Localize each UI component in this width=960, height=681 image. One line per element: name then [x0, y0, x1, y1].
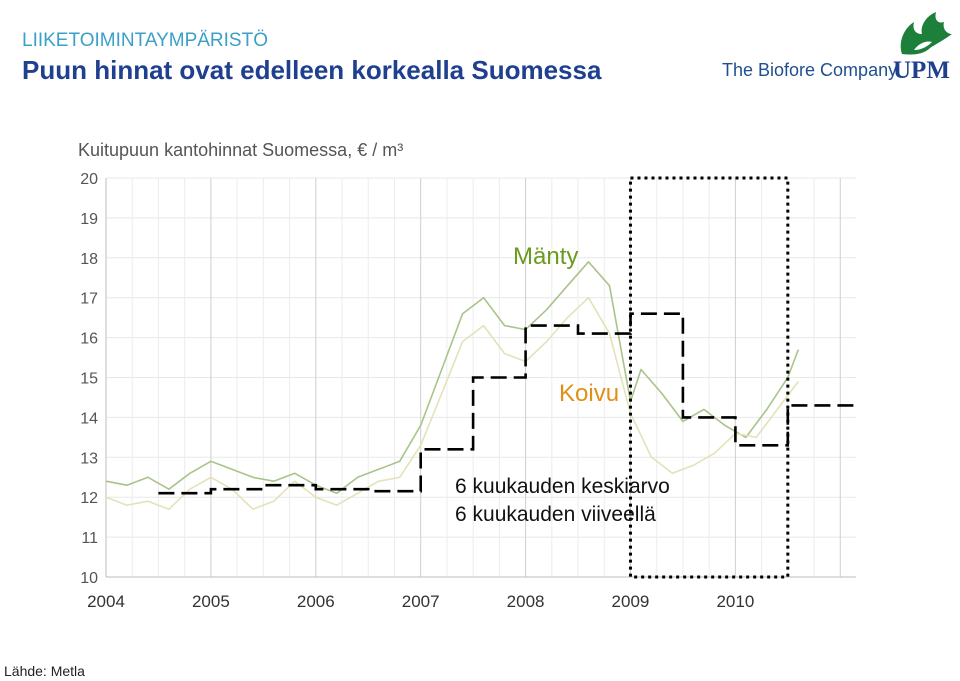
y-tick-label: 13 — [80, 450, 98, 467]
highlight-box — [628, 176, 790, 579]
x-tick-label: 2009 — [612, 592, 650, 611]
griffin-leaf — [914, 41, 932, 50]
y-tick-label: 15 — [80, 371, 98, 388]
x-tick-label: 2007 — [402, 592, 440, 611]
label-average-line2: 6 kuukauden viiveellä — [455, 503, 656, 526]
y-tick-label: 18 — [80, 251, 98, 268]
section-kicker: LIIKETOIMINTAYMPÄRISTÖ — [22, 30, 268, 51]
x-tick-label: 2005 — [192, 592, 230, 611]
y-tick-label: 16 — [80, 331, 98, 348]
label-average-line1: 6 kuukauden keskiarvo — [455, 475, 670, 498]
series-koivu — [105, 296, 799, 510]
upm-griffin-logo — [900, 12, 952, 55]
label-manty: Mänty — [513, 243, 578, 270]
company-tagline: The Biofore Company — [722, 60, 898, 80]
y-tick-label: 17 — [80, 291, 98, 308]
y-tick-label: 11 — [81, 530, 98, 547]
chart-title: Kuitupuun kantohinnat Suomessa, € / m³ — [78, 140, 404, 160]
x-tick-label: 2008 — [507, 592, 545, 611]
label-koivu: Koivu — [559, 380, 619, 407]
series-average-step — [158, 312, 856, 495]
page-title: Puun hinnat ovat edelleen korkealla Suom… — [22, 55, 602, 85]
upm-wordmark: UPM — [893, 57, 950, 84]
y-tick-label: 12 — [80, 490, 98, 507]
y-axis: 10 11 12 13 14 15 16 17 18 19 20 — [80, 171, 98, 587]
x-tick-label: 2006 — [297, 592, 335, 611]
x-tick-label: 2010 — [716, 592, 754, 611]
x-axis: 2004 2005 2006 2007 2008 2009 2010 — [87, 592, 754, 611]
source-note: Lähde: Metla — [4, 663, 85, 679]
y-tick-label: 14 — [80, 410, 98, 427]
y-tick-label: 10 — [80, 570, 98, 587]
chart-annotations: Mänty Koivu 6 kuukauden keskiarvo 6 kuukaud… — [455, 176, 790, 579]
x-tick-label: 2004 — [87, 592, 125, 611]
chart-series — [105, 261, 856, 510]
y-tick-label: 19 — [80, 211, 98, 228]
y-tick-label: 20 — [80, 171, 98, 188]
griffin-wing — [900, 12, 952, 55]
